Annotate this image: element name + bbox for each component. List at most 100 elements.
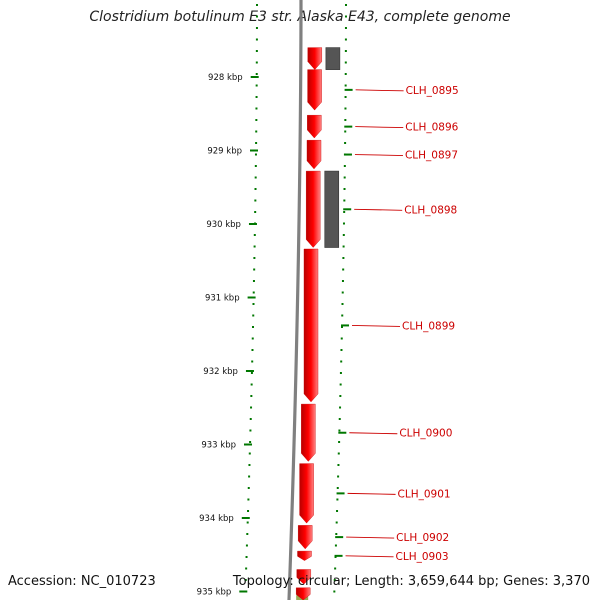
- dot-rings: [244, 4, 347, 593]
- outer-dot: [341, 280, 344, 282]
- tick-dot: [255, 107, 258, 110]
- outer-dot: [344, 119, 347, 121]
- outer-dot: [343, 199, 346, 202]
- gene-label: CLH_0896: [405, 122, 458, 134]
- scale-tick: [250, 149, 259, 152]
- tick-dot: [249, 418, 252, 420]
- tick-dot: [255, 73, 258, 75]
- gene-label-leader: [354, 208, 403, 211]
- gene-arrow: [307, 47, 322, 70]
- outer-dot: [341, 303, 344, 305]
- gene-label-leader: [349, 432, 398, 435]
- outer-dot: [341, 314, 344, 317]
- outer-dot: [334, 544, 337, 547]
- gene-label-leader: [355, 89, 404, 92]
- tick-dot: [255, 130, 258, 133]
- scale-tick-label: 934 kbp: [199, 514, 234, 524]
- outer-dot: [344, 61, 347, 64]
- gene-label-leader: [352, 324, 401, 327]
- outer-dot: [340, 349, 343, 351]
- other-feature-block: [325, 47, 341, 70]
- gene-label: CLH_0898: [404, 204, 457, 216]
- scale-tick: [241, 517, 250, 519]
- scale-tick: [247, 296, 256, 299]
- tick-dot: [248, 464, 251, 466]
- gene-arrow: [306, 170, 321, 248]
- gene-layer: [296, 47, 322, 600]
- other-feature-block: [324, 170, 340, 248]
- gene-label: CLH_0901: [398, 488, 451, 500]
- tick-dot: [249, 441, 252, 443]
- gene-label-leader: [347, 492, 396, 495]
- scale-tick-label: 929 kbp: [207, 147, 242, 157]
- outer-dot: [344, 27, 347, 29]
- outer-dot: [344, 142, 347, 144]
- outer-dot: [335, 533, 338, 535]
- tick-dot: [251, 326, 254, 328]
- gene-label: CLH_0903: [396, 551, 449, 563]
- outer-dot: [344, 15, 347, 18]
- gene-arrow: [303, 248, 319, 403]
- outer-tick: [343, 153, 352, 156]
- scale-tick: [248, 223, 257, 225]
- outer-dot: [333, 590, 336, 593]
- outer-dot: [342, 268, 345, 271]
- outer-tick: [335, 536, 344, 539]
- tick-dot: [254, 165, 257, 167]
- outer-dot: [340, 326, 343, 328]
- outer-tick: [344, 88, 353, 91]
- genome-summary-text: Topology: circular; Length: 3,659,644 bp…: [232, 574, 590, 589]
- outer-dot: [340, 337, 343, 340]
- tick-dot: [253, 268, 256, 271]
- outer-tick: [338, 431, 347, 434]
- outer-dot: [344, 50, 347, 52]
- outer-dot: [344, 38, 347, 41]
- outer-dot: [339, 406, 342, 409]
- outer-dot: [340, 360, 343, 363]
- outer-dot: [337, 452, 340, 455]
- tick-dot: [252, 314, 255, 317]
- tick-dot: [253, 257, 256, 259]
- tick-dot: [250, 383, 253, 386]
- gene-label: CLH_0897: [405, 150, 458, 162]
- outer-tick: [334, 554, 343, 557]
- outer-dot: [339, 372, 342, 374]
- gene-label: CLH_0895: [406, 85, 459, 97]
- tick-dot: [246, 533, 249, 535]
- scale-tick-label: 931 kbp: [205, 294, 240, 304]
- outer-dot: [343, 188, 346, 190]
- tick-dot: [255, 27, 258, 29]
- outer-dot: [334, 567, 337, 570]
- outer-dot: [344, 84, 347, 87]
- outer-dot: [342, 257, 345, 259]
- tick-dot: [248, 475, 251, 478]
- tick-dot: [251, 349, 254, 351]
- gene-label-leader: [354, 154, 403, 156]
- gene-arrow: [307, 69, 322, 111]
- outer-dot: [344, 73, 347, 75]
- outer-tick: [343, 208, 352, 211]
- outer-dot: [338, 429, 341, 432]
- outer-dot: [338, 441, 341, 443]
- tick-dot: [250, 395, 253, 397]
- outer-tick: [344, 125, 353, 128]
- scale-tick-label: 932 kbp: [203, 367, 238, 377]
- tick-dot: [246, 521, 249, 524]
- tick-dot: [255, 4, 258, 6]
- tick-dot: [252, 291, 255, 294]
- tick-dot: [254, 153, 257, 156]
- tick-dot: [249, 429, 252, 432]
- gene-arrow: [299, 463, 314, 524]
- gene-label-leader: [355, 126, 404, 129]
- tick-dot: [255, 142, 258, 144]
- outer-dot: [342, 222, 345, 225]
- tick-dot: [254, 199, 257, 202]
- gene-arrow: [298, 525, 313, 550]
- outer-dot: [337, 475, 340, 478]
- gene-arrow: [297, 550, 312, 561]
- tick-dot: [244, 579, 247, 581]
- scale-tick: [239, 590, 248, 593]
- tick-dot: [255, 96, 258, 98]
- outer-dot: [339, 383, 342, 386]
